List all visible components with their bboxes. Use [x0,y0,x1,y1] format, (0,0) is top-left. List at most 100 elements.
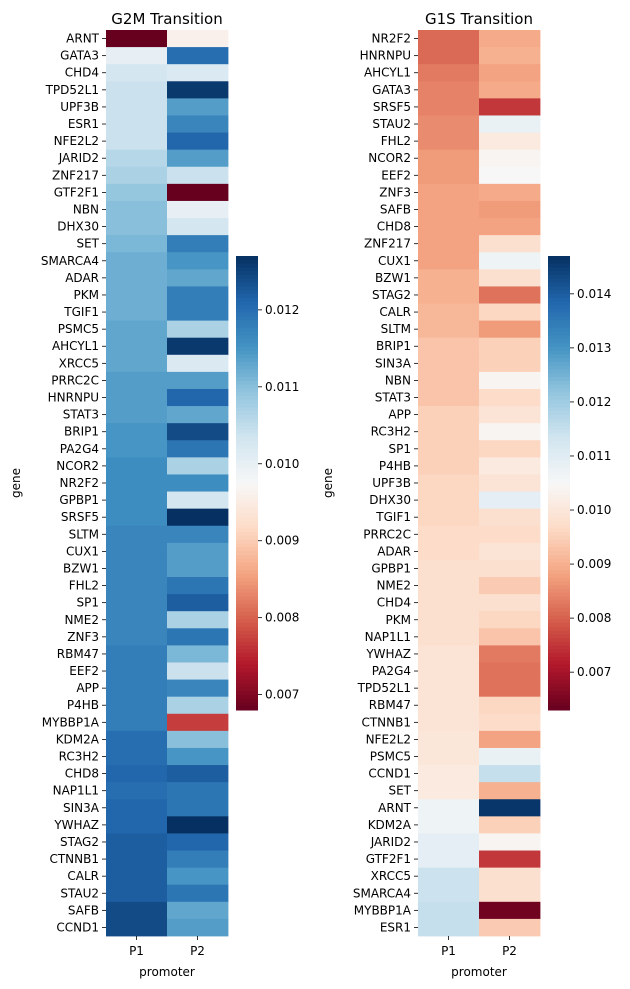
colorbar-segment [548,672,570,677]
colorbar-segment [548,256,570,261]
gene-label: JARID2 [58,151,99,165]
colorbar-segment [548,498,570,503]
gene-label: SRSF5 [373,100,411,114]
colorbar-segment [236,649,258,654]
colorbar-segment [548,675,570,681]
colorbar-segment [548,626,570,632]
heatmap-cell [167,491,229,510]
colorbar-segment [236,426,258,431]
colorbar-tick-label: 0.009 [265,534,299,548]
heatmap-cell [106,98,168,116]
colorbar-segment [236,494,258,499]
colorbar-segment [548,649,570,654]
heatmap-cell [418,474,480,492]
gene-label: RBM47 [369,698,411,712]
gene-label: TGIF1 [63,305,99,319]
colorbar-segment [548,282,570,287]
colorbar-segment [236,316,258,321]
colorbar-segment [548,377,570,382]
colorbar-segment [548,706,570,711]
gene-label: SLTM [381,322,411,336]
colorbar-segment [236,691,258,696]
heatmap-cell [479,679,541,698]
gene-label: EEF2 [69,664,99,678]
colorbar-tick-label: 0.012 [577,395,611,409]
gene-label: APP [76,681,99,695]
heatmap-cell [167,850,229,869]
colorbar-segment [236,327,258,333]
colorbar-segment [236,698,258,703]
colorbar-segment [236,320,258,325]
colorbar-segment [236,331,258,336]
heatmap-cell [479,303,541,322]
gene-label: TPD52L1 [357,681,411,695]
heatmap-cell [167,799,229,817]
heatmap-cell [167,901,229,920]
column-label: P1 [129,944,144,958]
colorbar-segment [236,702,258,707]
heatmap-panel-0: G2M Transition ARNT GATA3 CHD4 TPD52L1 UPF3B E… [9,10,299,979]
colorbar-segment [236,570,258,575]
colorbar-segment [548,570,570,575]
colorbar-segment [548,596,570,601]
heatmap-cell [106,252,168,270]
colorbar-segment [236,301,258,306]
heatmap-cell [167,200,229,219]
heatmap-cell [418,747,480,766]
heatmap-cell [106,183,168,202]
heatmap-cell [106,679,168,698]
heatmap-cell [418,782,480,800]
colorbar-segment [236,354,258,359]
colorbar-segment [236,475,258,480]
heatmap-cell [479,149,541,168]
heatmap-panel-1: G1S Transition NR2F2 HNRNPU AHCYL1 GATA3 SRSF… [321,10,611,979]
colorbar-segment [236,290,258,295]
colorbar-segment [236,641,258,647]
colorbar-segment [236,460,258,465]
heatmap-cell [167,559,229,578]
heatmap-cell [479,850,541,869]
heatmap-cell [167,747,229,766]
colorbar-segment [548,638,570,643]
colorbar-segment [236,679,258,685]
colorbar-segment [236,653,258,658]
heatmap-cell [106,782,168,800]
heatmap-cell [106,867,168,886]
colorbar-tick-label: 0.011 [265,380,299,394]
colorbar-segment [548,660,570,666]
heatmap-cell [106,388,168,407]
gene-label: SP1 [77,596,100,610]
heatmap-cell [106,850,168,869]
gene-label: PA2G4 [60,442,99,456]
colorbar-segment [236,660,258,666]
heatmap-cell [167,269,229,287]
colorbar-segment [236,483,258,488]
gene-label: SIN3A [375,356,412,370]
gene-label: BRIP1 [64,425,99,439]
colorbar-tick-label: 0.008 [577,611,611,625]
colorbar-segment [548,547,570,552]
heatmap-cell [167,149,229,168]
heatmap-cell [106,47,168,65]
gene-label: SMARCA4 [353,886,411,900]
heatmap-cell [418,252,480,270]
colorbar-segment [236,467,258,473]
gene-label: BZW1 [375,271,411,285]
colorbar-segment [236,566,258,571]
gene-label: ARNT [378,801,412,815]
gene-label: PRRC2C [51,373,99,387]
colorbar-tick-label: 0.008 [265,611,299,625]
heatmap-cell [167,918,229,937]
colorbar-segment [548,316,570,321]
gene-label: MYBBP1A [42,715,100,729]
colorbar-segment [236,622,258,628]
colorbar-segment [548,324,570,329]
heatmap-cell [106,747,168,766]
colorbar-segment [236,339,258,344]
colorbar-segment [236,388,258,393]
colorbar-segment [548,634,570,639]
heatmap-cell [167,320,229,339]
colorbar-segment [236,528,258,533]
heatmap-cell [167,816,229,834]
colorbar-segment [548,573,570,579]
